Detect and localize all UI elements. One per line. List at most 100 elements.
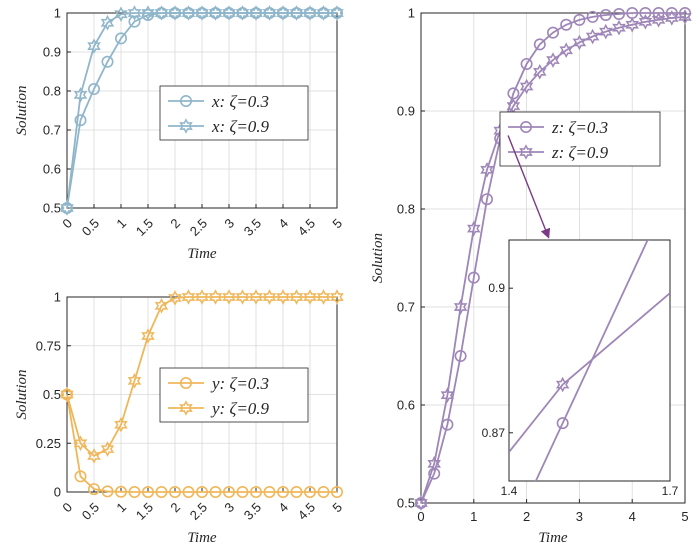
data-point <box>195 5 209 21</box>
y-tick-label: 1 <box>54 290 61 305</box>
data-point <box>127 5 142 21</box>
y-tick-label: 0.5 <box>43 387 61 402</box>
data-point <box>440 387 455 404</box>
y-tick-label: 1 <box>54 6 61 21</box>
data-point <box>546 26 559 39</box>
data-point <box>114 416 128 433</box>
data-point <box>316 289 331 305</box>
data-point <box>303 289 317 305</box>
data-point <box>208 5 223 21</box>
data-point <box>519 78 534 95</box>
data-point <box>612 7 625 20</box>
legend-label: z: ζ=0.3 <box>551 118 608 137</box>
x-axis-label: Time <box>187 246 217 262</box>
inset-y-tick-label: 0.87 <box>482 426 506 440</box>
x-tick-label: 3.5 <box>241 216 264 239</box>
x-tick-label: 3 <box>221 216 237 232</box>
data-point <box>427 455 441 472</box>
data-point <box>169 485 182 498</box>
data-point <box>195 289 209 305</box>
legend-marker <box>180 376 193 389</box>
y-tick-label: 0.7 <box>43 123 61 138</box>
data-point <box>454 349 467 362</box>
data-point <box>651 12 666 28</box>
x-tick-label: 1 <box>113 216 129 232</box>
data-point <box>262 289 277 305</box>
x-tick-label: 4 <box>629 509 636 524</box>
data-point <box>87 38 101 54</box>
data-point <box>222 289 236 305</box>
data-point <box>467 271 480 284</box>
legend-marker <box>519 121 532 134</box>
data-point <box>236 485 249 498</box>
axes-frame <box>420 12 686 504</box>
y-axis-label: Solution <box>14 85 30 135</box>
data-point <box>559 42 573 59</box>
x-tick-label: 4.5 <box>295 216 318 239</box>
x-tick-label: 2 <box>167 216 183 232</box>
data-point <box>115 32 128 45</box>
legend-label: y: ζ=0.3 <box>210 374 269 393</box>
legend-marker <box>179 400 193 416</box>
series-zeta-0-9 <box>60 289 344 464</box>
inset-series-line <box>509 292 670 453</box>
data-point <box>181 5 196 21</box>
data-point <box>652 7 665 19</box>
x-tick-label: 2 <box>523 509 530 524</box>
y-tick-label: 0.25 <box>36 436 61 451</box>
data-point <box>262 5 277 21</box>
data-point <box>573 13 586 26</box>
series-zeta-0-3 <box>60 388 343 498</box>
data-point <box>453 299 468 315</box>
data-point <box>128 485 141 498</box>
data-point <box>100 441 115 457</box>
series-zeta-0-9 <box>60 5 344 216</box>
data-point <box>533 38 546 51</box>
x-tick-label: 3 <box>576 509 583 524</box>
data-point <box>330 485 343 498</box>
data-point <box>599 8 612 21</box>
data-point <box>141 5 155 21</box>
data-point <box>127 373 142 389</box>
data-point <box>678 9 692 25</box>
data-point <box>209 485 222 498</box>
data-point <box>250 485 263 498</box>
data-point <box>60 200 74 216</box>
data-point <box>480 193 493 206</box>
inset-x-tick-label: 1.7 <box>662 484 679 498</box>
data-point <box>128 15 141 28</box>
data-point <box>665 10 679 26</box>
chart-x-panel: 0 0.5 1 1.5 2 2.5 3 3.5 4 4.5 50.50.60.70.80.91Tim… <box>14 5 345 262</box>
data-point <box>154 5 169 21</box>
data-point <box>276 5 290 21</box>
data-point <box>74 470 87 483</box>
data-point <box>480 161 494 178</box>
x-tick-label: 0 <box>59 500 75 516</box>
series-line <box>66 296 337 458</box>
data-point <box>73 87 88 103</box>
data-point <box>414 495 428 511</box>
x-tick-label: 1 <box>113 500 129 516</box>
y-axis-label: Solution <box>370 233 386 283</box>
data-point <box>560 18 573 31</box>
x-tick-label: 3 <box>221 500 237 516</box>
inset-data-point <box>556 417 569 430</box>
data-point <box>168 290 182 306</box>
x-tick-label: 4 <box>275 500 291 516</box>
x-tick-label: 4.5 <box>295 500 318 523</box>
inset-y-tick-label: 0.9 <box>488 281 505 295</box>
x-tick-label: 0.5 <box>79 500 102 523</box>
data-point <box>303 5 317 21</box>
y-tick-label: 0.75 <box>36 338 61 353</box>
legend-label: x: ζ=0.3 <box>211 92 269 111</box>
data-point <box>181 289 196 305</box>
y-tick-label: 0.9 <box>43 45 61 60</box>
data-point <box>141 328 155 344</box>
data-point <box>625 16 639 33</box>
data-point <box>520 57 533 70</box>
data-point <box>235 5 250 21</box>
x-tick-label: 5 <box>681 509 688 524</box>
y-tick-label: 0.8 <box>43 84 61 99</box>
legend: z: ζ=0.3 z: ζ=0.9 <box>499 111 661 167</box>
x-tick-label: 0 <box>417 509 424 524</box>
